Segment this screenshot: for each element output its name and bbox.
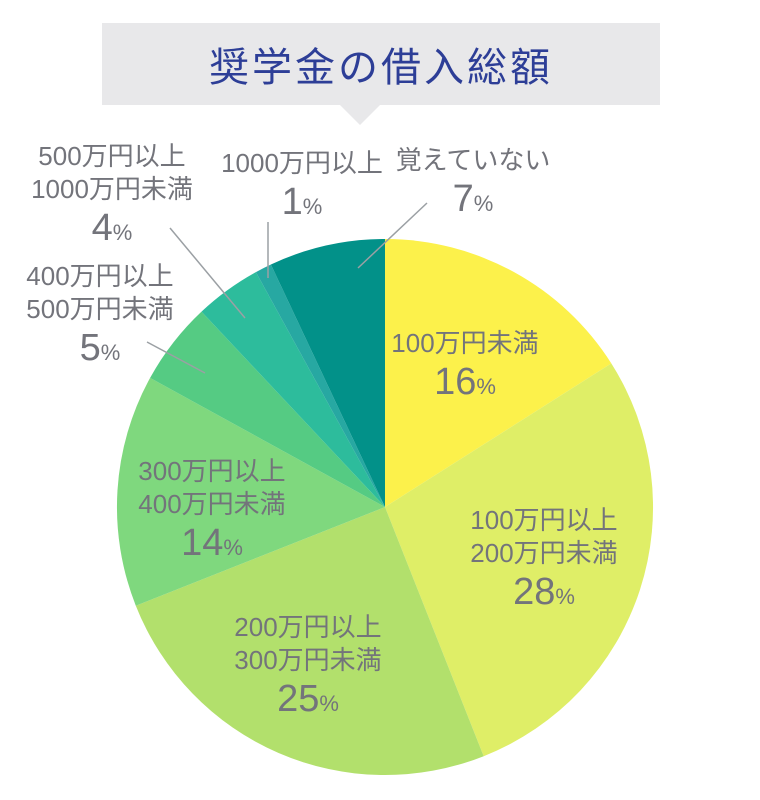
slice-percent: 28%	[513, 571, 575, 613]
slice-label-100-200: 100万円以上 200万円未満 28%	[470, 504, 617, 619]
pie-slice-1	[385, 363, 654, 757]
slice-label-dont-remember: 覚えていない 7%	[396, 144, 551, 226]
slice-label-200-300: 200万円以上 300万円未満 25%	[234, 611, 381, 726]
slice-label-400-500: 400万円以上 500万円未満 5%	[26, 260, 173, 375]
slice-label-text: 覚えていない	[395, 145, 551, 175]
pie-slice-7	[270, 239, 385, 507]
title-bubble: 奨学金の借入総額	[102, 23, 660, 125]
chart-title: 奨学金の借入総額	[209, 46, 553, 90]
slice-percent: 7%	[452, 178, 494, 220]
slice-percent: 16%	[434, 361, 496, 403]
slice-percent: 4%	[91, 207, 133, 249]
leader-line	[169, 227, 246, 319]
slice-label-text: 200万円以上	[234, 612, 382, 642]
slice-percent: 5%	[79, 327, 121, 369]
title-bubble-tail-icon	[339, 104, 381, 125]
slice-percent: 25%	[277, 678, 339, 720]
slice-label-text: 300万円未満	[234, 645, 382, 675]
slice-label-gte-1000: 1000万円以上 1%	[221, 147, 383, 229]
slice-percent: 14%	[181, 522, 243, 564]
slice-label-text: 400万円以上	[26, 261, 174, 291]
slice-label-lt-100: 100万円未満 16%	[391, 327, 538, 409]
slice-label-text: 1000万円以上	[221, 148, 383, 178]
pie-slice-4	[150, 311, 385, 507]
slice-label-text: 200万円未満	[470, 538, 618, 568]
leader-line	[146, 341, 206, 374]
slice-percent: 1%	[281, 181, 323, 223]
pie-slice-6	[255, 264, 385, 507]
leader-line	[357, 202, 428, 269]
slice-label-text: 100万円未満	[391, 328, 539, 358]
slice-label-text: 100万円以上	[470, 505, 618, 535]
slice-label-text: 500万円未満	[26, 294, 174, 324]
slice-label-text: 400万円未満	[138, 489, 286, 519]
pie-slice-5	[201, 272, 385, 507]
pie-slice-3	[116, 377, 385, 606]
slice-label-text: 500万円以上	[38, 141, 186, 171]
slice-label-500-1000: 500万円以上 1000万円未満 4%	[31, 140, 193, 255]
slice-label-text: 300万円以上	[138, 456, 286, 486]
pie-slice-0	[385, 239, 612, 507]
slice-label-300-400: 300万円以上 400万円未満 14%	[138, 455, 285, 570]
slice-label-text: 1000万円未満	[31, 174, 193, 204]
pie-slice-2	[135, 507, 484, 776]
